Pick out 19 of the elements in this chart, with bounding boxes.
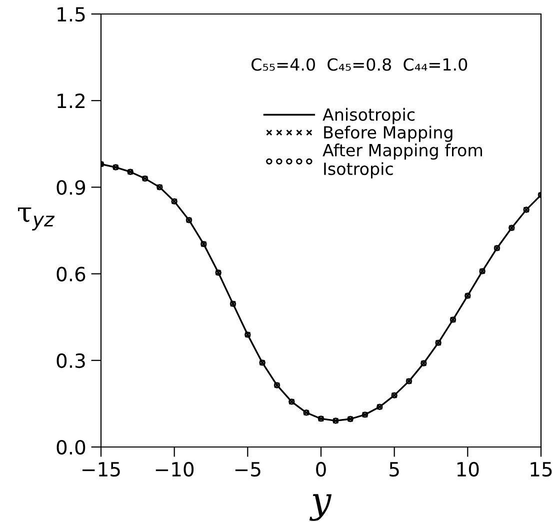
legend-label: Before Mapping	[324, 126, 452, 142]
y-axis-title: τ$_{yz}$	[18, 207, 55, 230]
x-tick-label: −5	[235, 462, 260, 477]
annotation: C₅₅=4.0 C₄₅=0.8 C₄₄=1.0	[252, 58, 468, 71]
x-tick-label: 10	[457, 462, 479, 477]
legend-label: After Mapping from Isotropic	[322, 144, 482, 178]
y-tick-label: 1.5	[58, 7, 85, 22]
x-tick-label: −15	[82, 462, 120, 477]
y-tick-label: 0.6	[56, 266, 86, 282]
y-tick-label: 0.9	[56, 180, 86, 195]
y-tick-label: 0.3	[56, 353, 85, 368]
x-tick-label: 5	[390, 462, 399, 477]
x-tick-label: −10	[156, 462, 194, 477]
x-axis-title: y	[309, 494, 332, 521]
legend-label: Anisotropic	[322, 108, 415, 124]
x-tick-label: 15	[530, 462, 552, 477]
x-tick-label: 0	[316, 462, 326, 477]
y-tick-label: 0.0	[56, 440, 86, 455]
y-tick-label: 1.2	[58, 94, 84, 108]
